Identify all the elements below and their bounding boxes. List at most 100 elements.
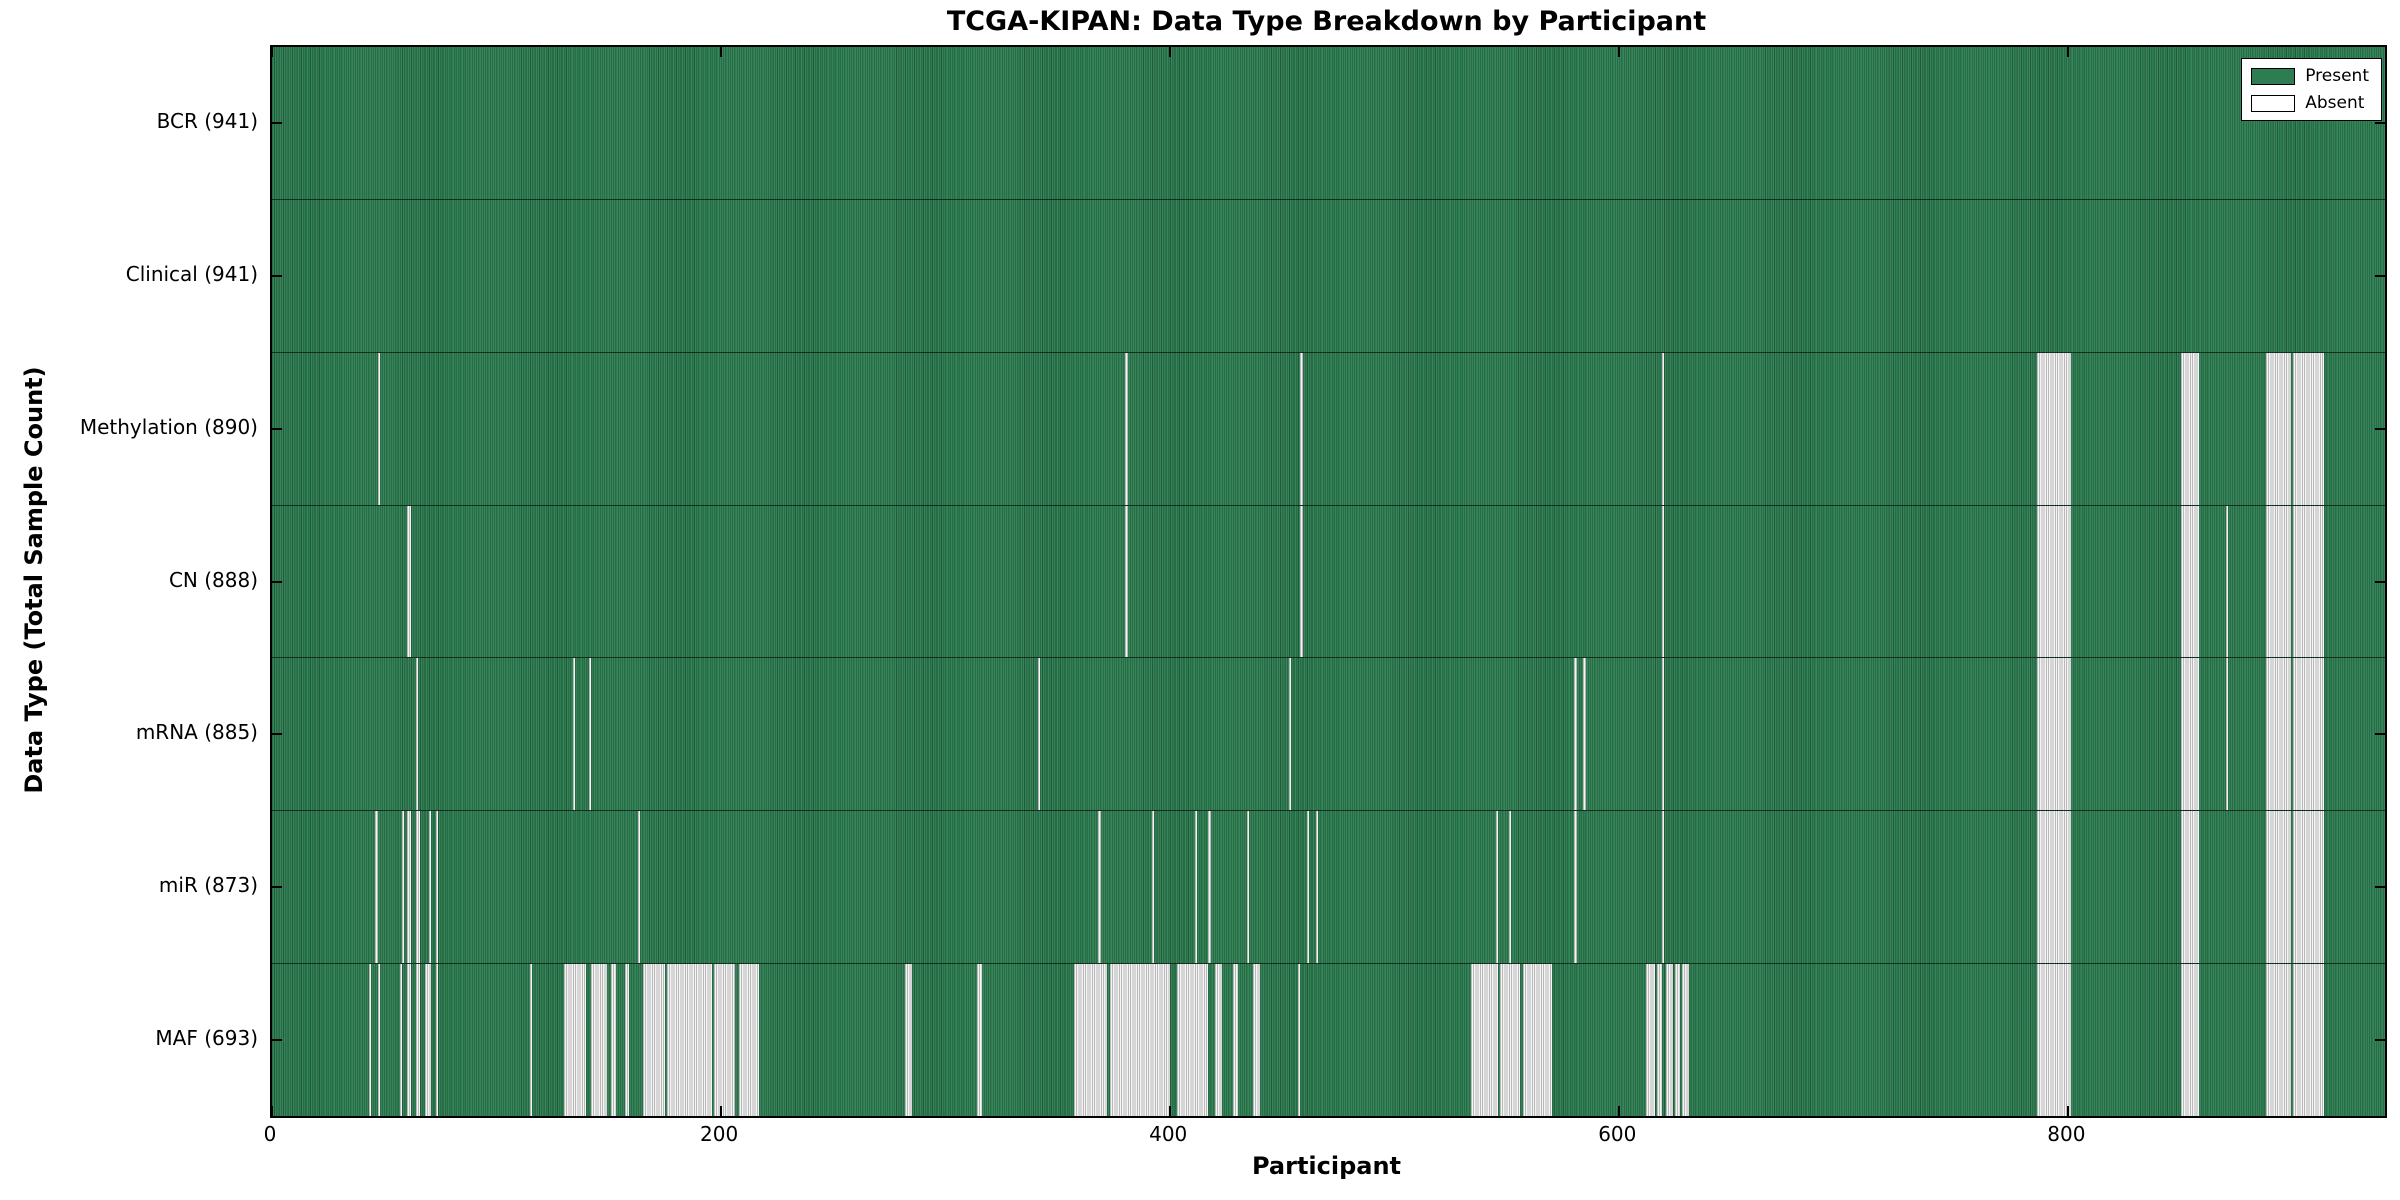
- y-tickmark-right: [2375, 885, 2385, 888]
- absent-stripe-MAF: [739, 964, 760, 1117]
- x-tickmark-top: [1618, 47, 1621, 57]
- absent-stripe-MAF: [905, 964, 912, 1117]
- absent-stripe-MAF: [1253, 964, 1260, 1117]
- absent-stripe-MAF: [1471, 964, 1499, 1117]
- absent-stripe-CN: [2292, 505, 2325, 658]
- absent-stripe-miR: [1316, 811, 1319, 964]
- absent-stripe-Methylation: [377, 352, 380, 505]
- y-tickmark-left: [272, 275, 282, 278]
- absent-stripe-MAF: [1233, 964, 1238, 1117]
- absent-stripe-MAF: [377, 964, 380, 1117]
- absent-stripe-MAF: [2292, 964, 2325, 1117]
- absent-stripe-miR: [1208, 811, 1211, 964]
- absent-stripe-miR: [406, 811, 412, 964]
- absent-stripe-miR: [2265, 811, 2291, 964]
- absent-stripe-MAF: [435, 964, 439, 1117]
- absent-stripe-mRNA: [2180, 658, 2199, 811]
- absent-stripe-MAF: [2036, 964, 2071, 1117]
- absent-stripe-MAF: [590, 964, 607, 1117]
- absent-stripe-mRNA: [2292, 658, 2325, 811]
- absent-stripe-miR: [1495, 811, 1499, 964]
- absent-stripe-CN: [2225, 505, 2228, 658]
- absent-stripe-Methylation: [1661, 352, 1665, 505]
- x-tickmark-bottom: [2067, 1106, 2070, 1116]
- absent-stripe-CN: [1661, 505, 1665, 658]
- row-mRNA: [272, 658, 2385, 812]
- absent-stripe-MAF: [977, 964, 982, 1117]
- absent-stripe-miR: [2036, 811, 2071, 964]
- absent-stripe-mRNA: [572, 658, 576, 811]
- absent-stripe-mRNA: [1574, 658, 1577, 811]
- absent-stripe-Methylation: [1125, 352, 1128, 505]
- x-tick-label-200: 200: [700, 1122, 739, 1146]
- absent-stripe-MAF: [1646, 964, 1656, 1117]
- x-tick-label-800: 800: [2047, 1122, 2086, 1146]
- absent-stripe-Methylation: [2036, 352, 2071, 505]
- absent-stripe-MAF: [1522, 964, 1552, 1117]
- absent-stripe-Methylation: [2265, 352, 2291, 505]
- absent-stripe-MAF: [1682, 964, 1689, 1117]
- chart-title: TCGA-KIPAN: Data Type Breakdown by Parti…: [946, 6, 1707, 37]
- y-tick-label-Methylation: Methylation (890): [79, 414, 258, 439]
- absent-stripe-CN: [2180, 505, 2199, 658]
- absent-stripe-miR: [429, 811, 432, 964]
- absent-stripe-miR: [415, 811, 421, 964]
- absent-stripe-CN: [2265, 505, 2291, 658]
- y-tickmark-right: [2375, 427, 2385, 430]
- absent-stripe-mRNA: [415, 658, 418, 811]
- absent-stripe-miR: [2292, 811, 2325, 964]
- absent-stripe-MAF: [1176, 964, 1209, 1117]
- absent-stripe-MAF: [1109, 964, 1171, 1117]
- row-miR: [272, 811, 2385, 965]
- absent-stripe-mRNA: [2225, 658, 2228, 811]
- row-Methylation: [272, 352, 2385, 506]
- absent-stripe-miR: [638, 811, 641, 964]
- y-tick-label-mRNA: mRNA (885): [135, 720, 258, 745]
- absent-stripe-MAF: [368, 964, 371, 1117]
- absent-stripe-mRNA: [1661, 658, 1665, 811]
- plot-area: Present Absent: [270, 45, 2387, 1118]
- absent-stripe-MAF: [406, 964, 412, 1117]
- row-BCR: [272, 47, 2385, 200]
- absent-stripe-miR: [2180, 811, 2199, 964]
- y-tickmark-left: [272, 427, 282, 430]
- absent-stripe-MAF: [1073, 964, 1108, 1117]
- absent-stripe-miR: [1194, 811, 1198, 964]
- absent-stripe-CN: [406, 505, 412, 658]
- absent-stripe-Methylation: [2180, 352, 2199, 505]
- absent-stripe-MAF: [424, 964, 432, 1117]
- y-tickmark-right: [2375, 580, 2385, 583]
- absent-stripe-miR: [1661, 811, 1665, 964]
- y-tick-label-BCR: BCR (941): [156, 109, 258, 134]
- x-tickmark-bottom: [1618, 1106, 1621, 1116]
- x-tickmark-bottom: [271, 1106, 273, 1116]
- legend-label-absent: Absent: [2305, 93, 2365, 113]
- y-tick-label-MAF: MAF (693): [155, 1025, 258, 1050]
- absent-stripe-mRNA: [1037, 658, 1040, 811]
- legend-label-present: Present: [2305, 66, 2369, 86]
- legend-entry-present: Present: [2251, 66, 2369, 86]
- absent-stripe-CN: [2036, 505, 2071, 658]
- x-tickmark-top: [2067, 47, 2070, 57]
- absent-stripe-miR: [1152, 811, 1155, 964]
- absent-stripe-MAF: [415, 964, 421, 1117]
- x-tickmark-top: [720, 47, 723, 57]
- absent-stripe-Methylation: [1300, 352, 1303, 505]
- y-tickmark-left: [272, 1038, 282, 1041]
- x-tickmark-top: [271, 47, 273, 57]
- absent-stripe-miR: [1574, 811, 1577, 964]
- absent-stripe-MAF: [530, 964, 533, 1117]
- y-tick-label-miR: miR (873): [158, 872, 258, 897]
- absent-stripe-MAF: [2265, 964, 2291, 1117]
- absent-stripe-MAF: [563, 964, 587, 1117]
- x-tickmark-bottom: [1169, 1106, 1172, 1116]
- absent-stripe-miR: [435, 811, 439, 964]
- absent-stripe-mRNA: [1289, 658, 1292, 811]
- absent-stripe-MAF: [399, 964, 403, 1117]
- absent-stripe-MAF: [714, 964, 735, 1117]
- absent-stripe-miR: [375, 811, 378, 964]
- legend-entry-absent: Absent: [2251, 93, 2369, 113]
- absent-stripe-miR: [1098, 811, 1101, 964]
- heatmap-rows: [272, 47, 2385, 1117]
- absent-stripe-MAF: [1215, 964, 1222, 1117]
